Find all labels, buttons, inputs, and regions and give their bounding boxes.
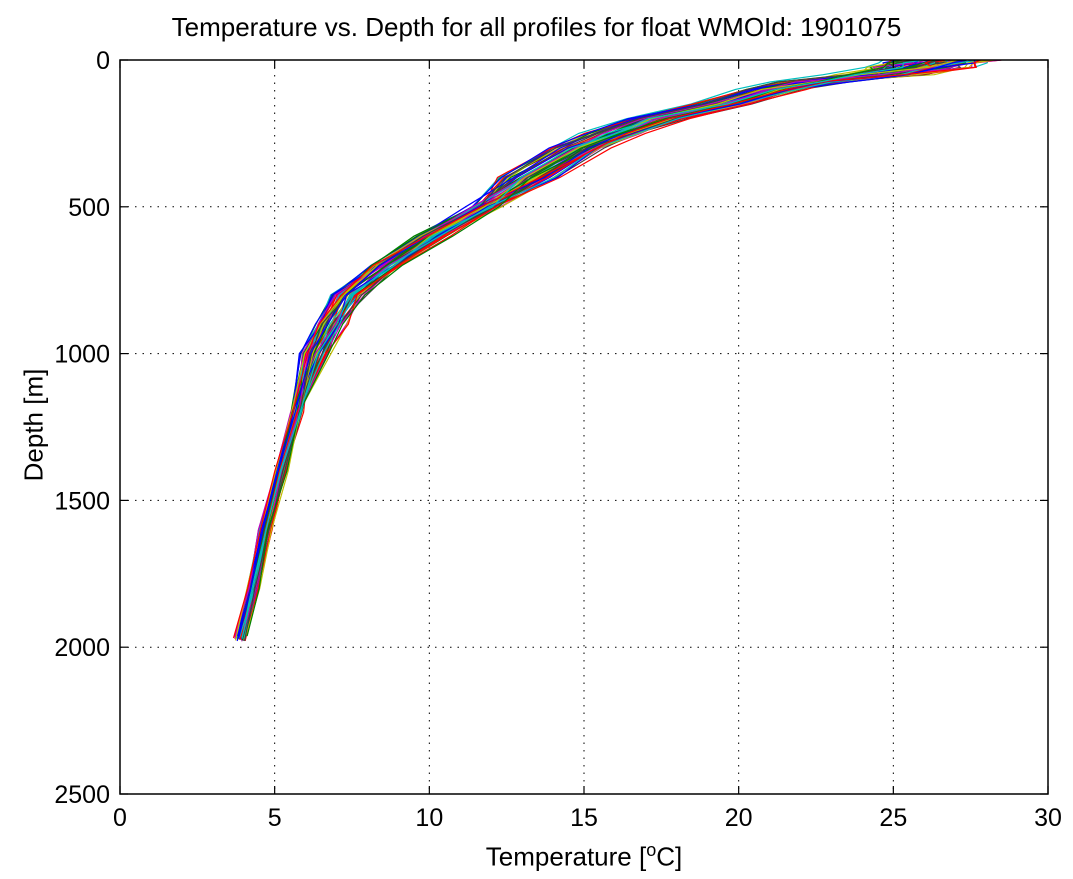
profile-line	[239, 60, 1002, 636]
profile-line	[241, 60, 924, 639]
x-axis-label-prefix: Temperature [	[485, 841, 647, 872]
y-tick-label: 2000	[54, 634, 110, 662]
chart-title: Temperature vs. Depth for all profiles f…	[171, 12, 902, 42]
y-tick-label: 1500	[54, 487, 110, 515]
y-tick-label: 0	[96, 47, 110, 75]
x-tick-label: 20	[725, 804, 753, 832]
profile-line	[238, 60, 985, 638]
x-axis-label-suffix: C]	[656, 841, 683, 872]
x-tick-label: 5	[268, 804, 282, 832]
profile-line	[244, 60, 920, 641]
profile-line	[242, 60, 991, 641]
grid-lines	[120, 60, 1048, 794]
profile-line	[234, 60, 995, 641]
profile-line	[242, 60, 979, 639]
x-tick-label: 30	[1034, 804, 1062, 832]
x-tick-label: 10	[415, 804, 443, 832]
x-tick-label: 0	[113, 804, 127, 832]
profile-line	[246, 60, 903, 637]
y-tick-label: 2500	[54, 781, 110, 809]
axis-ticks: 0 5 10 15 20 25 30 0 500 1000 1500 2000 2500	[54, 47, 1062, 832]
profile-line	[241, 60, 981, 639]
x-axis-label-degree: o	[646, 840, 657, 860]
profile-line	[241, 60, 978, 638]
x-tick-label: 15	[570, 804, 598, 832]
y-tick-label: 1000	[54, 341, 110, 369]
y-axis-label: Depth [m]	[18, 368, 49, 482]
profile-line	[234, 60, 1002, 637]
profile-line	[232, 60, 982, 639]
y-tick-label: 500	[68, 194, 110, 222]
profile-lines	[232, 60, 1002, 642]
x-tick-label: 25	[879, 804, 907, 832]
x-axis-label: Temperature [oC]	[120, 840, 1048, 873]
